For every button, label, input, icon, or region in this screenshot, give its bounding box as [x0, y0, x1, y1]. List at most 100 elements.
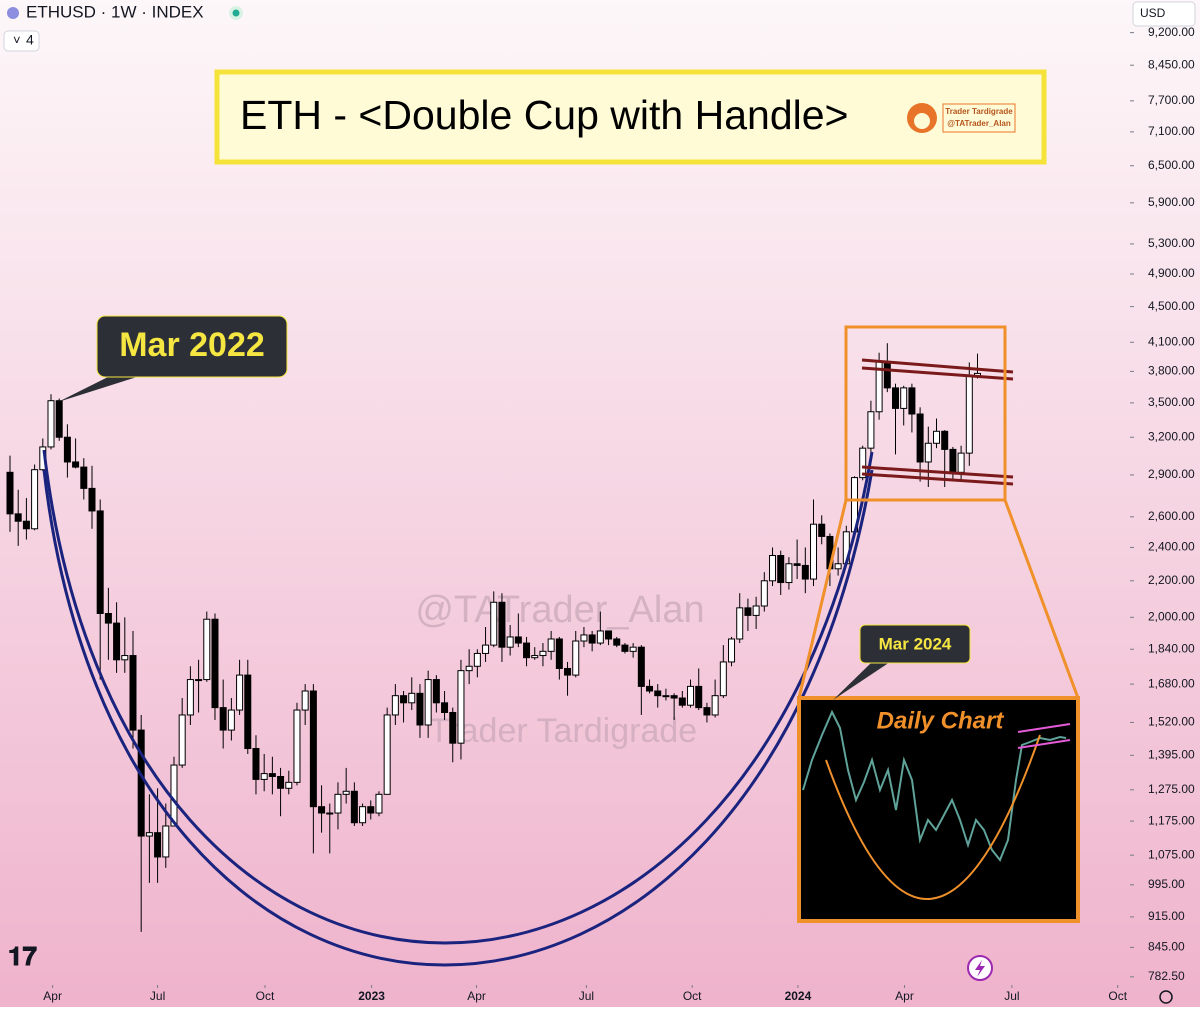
candle-body — [892, 387, 900, 409]
y-tick-label: 1,175.00 — [1148, 813, 1195, 827]
candle-body — [646, 685, 654, 692]
y-tick-label: 4,100.00 — [1148, 334, 1195, 348]
tv-logo: 𝟏𝟕 — [8, 941, 37, 971]
cup-line-lower — [42, 469, 874, 967]
candle-body — [810, 523, 818, 580]
y-tick-label: 1,395.00 — [1148, 747, 1195, 761]
y-tick-label: 2,900.00 — [1148, 467, 1195, 481]
candle-body — [457, 670, 465, 744]
candle-body — [769, 555, 777, 582]
x-tick-label: Jul — [150, 989, 165, 1003]
candle-body — [400, 695, 408, 704]
candle-body — [55, 400, 63, 438]
inset-cup — [825, 734, 1041, 901]
candle-body — [252, 748, 260, 780]
x-tick-label: Jul — [1004, 989, 1019, 1003]
y-tick-label: 5,300.00 — [1148, 236, 1195, 250]
candle-body — [760, 580, 768, 607]
candle-body — [949, 448, 957, 473]
candle-body — [801, 564, 809, 580]
y-tick-label: 1,275.00 — [1148, 782, 1195, 796]
candle-body — [924, 442, 932, 463]
channel-line — [861, 472, 1014, 486]
candle-body — [227, 709, 235, 731]
y-tick-label: 4,500.00 — [1148, 299, 1195, 313]
candle-body — [350, 790, 358, 824]
candle-body — [916, 413, 924, 463]
candle-body — [883, 360, 891, 389]
y-tick-label: 995.00 — [1148, 877, 1185, 891]
candle-body — [736, 607, 744, 640]
candle-body — [621, 644, 629, 652]
callout-text: Mar 2024 — [879, 634, 952, 653]
callout-box — [859, 624, 971, 664]
candle-body — [555, 638, 563, 669]
candle-body — [121, 655, 129, 661]
inset-channel — [1017, 723, 1071, 733]
y-axis: 782.50 845.00 915.00 995.00 1,075.00 1,175.00… — [1130, 25, 1195, 983]
candle-body — [449, 711, 457, 744]
candle-body — [941, 430, 949, 450]
status-dot — [232, 9, 240, 17]
candle-body — [695, 685, 703, 709]
candle-body — [654, 690, 662, 697]
channel-line — [861, 465, 1014, 479]
x-tick-label: Apr — [895, 989, 914, 1003]
watermark-name: Trader Tardigrade — [429, 712, 697, 750]
candle-body — [523, 642, 531, 659]
candle-body — [129, 655, 137, 731]
x-axis: Apr Jul Oct 2023 Apr Jul Oct 2024 Apr Jul Oct — [43, 985, 1128, 1003]
candle-body — [162, 825, 170, 858]
x-tick-label: 2024 — [785, 989, 812, 1003]
candle-body — [465, 665, 473, 672]
x-tick-label: 2023 — [358, 989, 385, 1003]
candle-body — [514, 636, 522, 644]
x-tick-label: Jul — [579, 989, 594, 1003]
y-tick-label: 782.50 — [1148, 969, 1185, 983]
currency-box[interactable] — [1132, 1, 1196, 27]
candle-body — [301, 690, 309, 711]
callout-pointer — [58, 376, 140, 402]
x-tick-label: Apr — [43, 989, 62, 1003]
candle-body — [490, 601, 498, 646]
candle-body — [473, 652, 481, 667]
inset-channel — [1017, 739, 1071, 749]
candle-body — [137, 729, 145, 837]
candle-body — [236, 674, 244, 711]
candle-body — [22, 520, 30, 530]
y-tick-label: 3,800.00 — [1148, 364, 1195, 378]
candle-body — [711, 695, 719, 716]
price-axis-panel — [1130, 0, 1200, 1007]
y-tick-label: 2,200.00 — [1148, 573, 1195, 587]
candle-body — [186, 679, 194, 716]
candle-body — [170, 764, 178, 827]
candle-body — [334, 793, 342, 814]
inset-price — [802, 709, 1067, 862]
candle-body — [547, 638, 555, 652]
candle-body — [933, 430, 941, 444]
candle-body — [219, 707, 227, 731]
candle-body — [80, 466, 88, 489]
candle-body — [88, 487, 96, 512]
y-tick-label: 2,400.00 — [1148, 540, 1195, 554]
indicator-toggle[interactable] — [3, 30, 40, 52]
x-tick-label: Oct — [1108, 989, 1127, 1003]
candle-body — [678, 697, 686, 706]
candle-body — [96, 510, 104, 614]
y-tick-label: 1,840.00 — [1148, 641, 1195, 655]
callout-pointer — [833, 662, 890, 700]
logo-handle: @TATrader_Alan — [947, 119, 1011, 128]
candle-body — [211, 618, 219, 709]
candle-body — [531, 655, 539, 659]
settings-button[interactable] — [1159, 990, 1173, 1004]
y-tick-label: 7,100.00 — [1148, 124, 1195, 138]
candle-body — [391, 695, 399, 716]
candle-body — [6, 471, 14, 515]
y-tick-label: 1,680.00 — [1148, 676, 1195, 690]
candle-body — [104, 612, 112, 624]
candle-body — [572, 640, 580, 676]
candle-body — [613, 638, 621, 646]
candle-body — [203, 618, 211, 681]
